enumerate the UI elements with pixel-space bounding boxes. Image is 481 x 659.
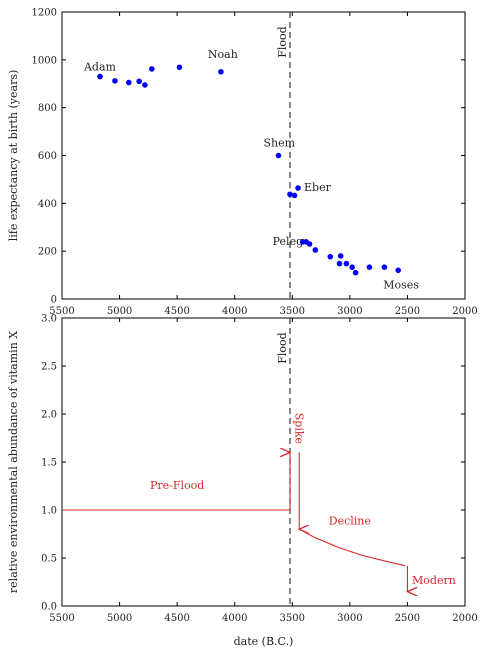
panel2-x-tick-label: 2500 <box>395 613 420 624</box>
pre-flood-label: Pre-Flood <box>150 479 204 492</box>
patriarch-label: Shem <box>263 137 295 150</box>
panel2-x-tick-label: 5000 <box>107 613 132 624</box>
lifespan-point <box>176 64 183 71</box>
lifespan-point <box>366 264 373 270</box>
panel2-x-tick-label: 3000 <box>337 613 362 624</box>
lifespan-point <box>295 185 301 191</box>
panel1-y-tick-label: 400 <box>38 199 57 210</box>
lifespan-point <box>395 267 402 274</box>
lifespan-point <box>112 78 118 84</box>
panel2-x-tick-label: 3500 <box>280 613 305 624</box>
lifespan-point <box>142 82 148 88</box>
lifespan-point <box>97 73 103 80</box>
panel1-x-tick-label: 2500 <box>395 306 420 317</box>
panel2-y-tick-label: 0.5 <box>41 554 57 565</box>
panel1-y-axis-label: life expectancy at birth (years) <box>7 70 20 242</box>
lifespan-point <box>287 191 293 198</box>
lifespan-point <box>125 79 132 86</box>
panel1-y-tick-label: 1000 <box>32 55 57 66</box>
lifespan-point <box>312 247 319 253</box>
panel2-y-tick-label: 2.5 <box>41 362 57 373</box>
panel2-y-tick-label: 3.0 <box>41 314 57 325</box>
lifespan-point <box>337 253 344 259</box>
panel1-flood-label: Flood <box>276 26 289 57</box>
lifespan-point <box>275 152 282 159</box>
lifespan-point <box>349 264 355 270</box>
panel1-x-tick-label: 5000 <box>107 306 132 317</box>
lifespan-point <box>343 260 350 267</box>
panel1-x-tick-label: 2000 <box>452 306 477 317</box>
panel1-y-tick-label: 200 <box>38 247 57 258</box>
panel2-y-tick-label: 1.5 <box>41 458 57 469</box>
panel1-x-tick-label: 3000 <box>337 306 362 317</box>
patriarch-label: Moses <box>383 278 419 291</box>
panel2-y-axis-label: relative environmental abundance of vita… <box>7 331 20 593</box>
patriarch-label: Peleg <box>273 235 304 248</box>
lifespan-point <box>381 264 388 270</box>
spike-label: Spike <box>293 413 306 444</box>
patriarch-label: Noah <box>208 48 238 61</box>
panel2-x-tick-label: 4000 <box>222 613 247 624</box>
panel2-y-tick-label: 2.0 <box>41 410 57 421</box>
modern-label: Modern <box>412 574 456 587</box>
panel2-flood-label: Flood <box>276 332 289 363</box>
lifespan-point <box>352 269 359 276</box>
panel1-axes-frame <box>61 11 466 300</box>
decline-label: Decline <box>329 514 371 527</box>
panel2-y-tick-label: 1.0 <box>41 506 57 517</box>
panel2-y-tick-label: 0.0 <box>41 602 57 613</box>
lifespan-point <box>327 253 334 260</box>
panel1-y-tick-label: 1200 <box>32 8 57 19</box>
lifespan-point <box>218 68 224 75</box>
patriarch-label: Adam <box>83 61 117 74</box>
lifespan-point <box>291 192 298 199</box>
lifespan-point <box>136 78 142 85</box>
panel1-x-tick-label: 5500 <box>49 306 74 317</box>
panel1-x-tick-label: 4500 <box>164 306 189 317</box>
panel1-y-tick-label: 0 <box>51 295 57 306</box>
panel1-y-tick-label: 600 <box>38 151 57 162</box>
panel2-x-axis-label: date (B.C.) <box>234 635 294 648</box>
panel2-x-tick-label: 5500 <box>49 613 74 624</box>
lifespan-point <box>306 241 313 247</box>
panel1-x-tick-label: 4000 <box>222 306 247 317</box>
panel1-x-tick-label: 3500 <box>280 306 305 317</box>
panel2-axes-frame <box>61 317 466 607</box>
lifespan-point <box>149 66 155 72</box>
panel1-y-tick-label: 800 <box>38 103 57 114</box>
lifespan-point <box>336 260 343 267</box>
decline-curve <box>298 528 406 567</box>
panel2-x-tick-label: 2000 <box>452 613 477 624</box>
patriarch-label: Eber <box>304 181 332 194</box>
panel2-x-tick-label: 4500 <box>164 613 189 624</box>
